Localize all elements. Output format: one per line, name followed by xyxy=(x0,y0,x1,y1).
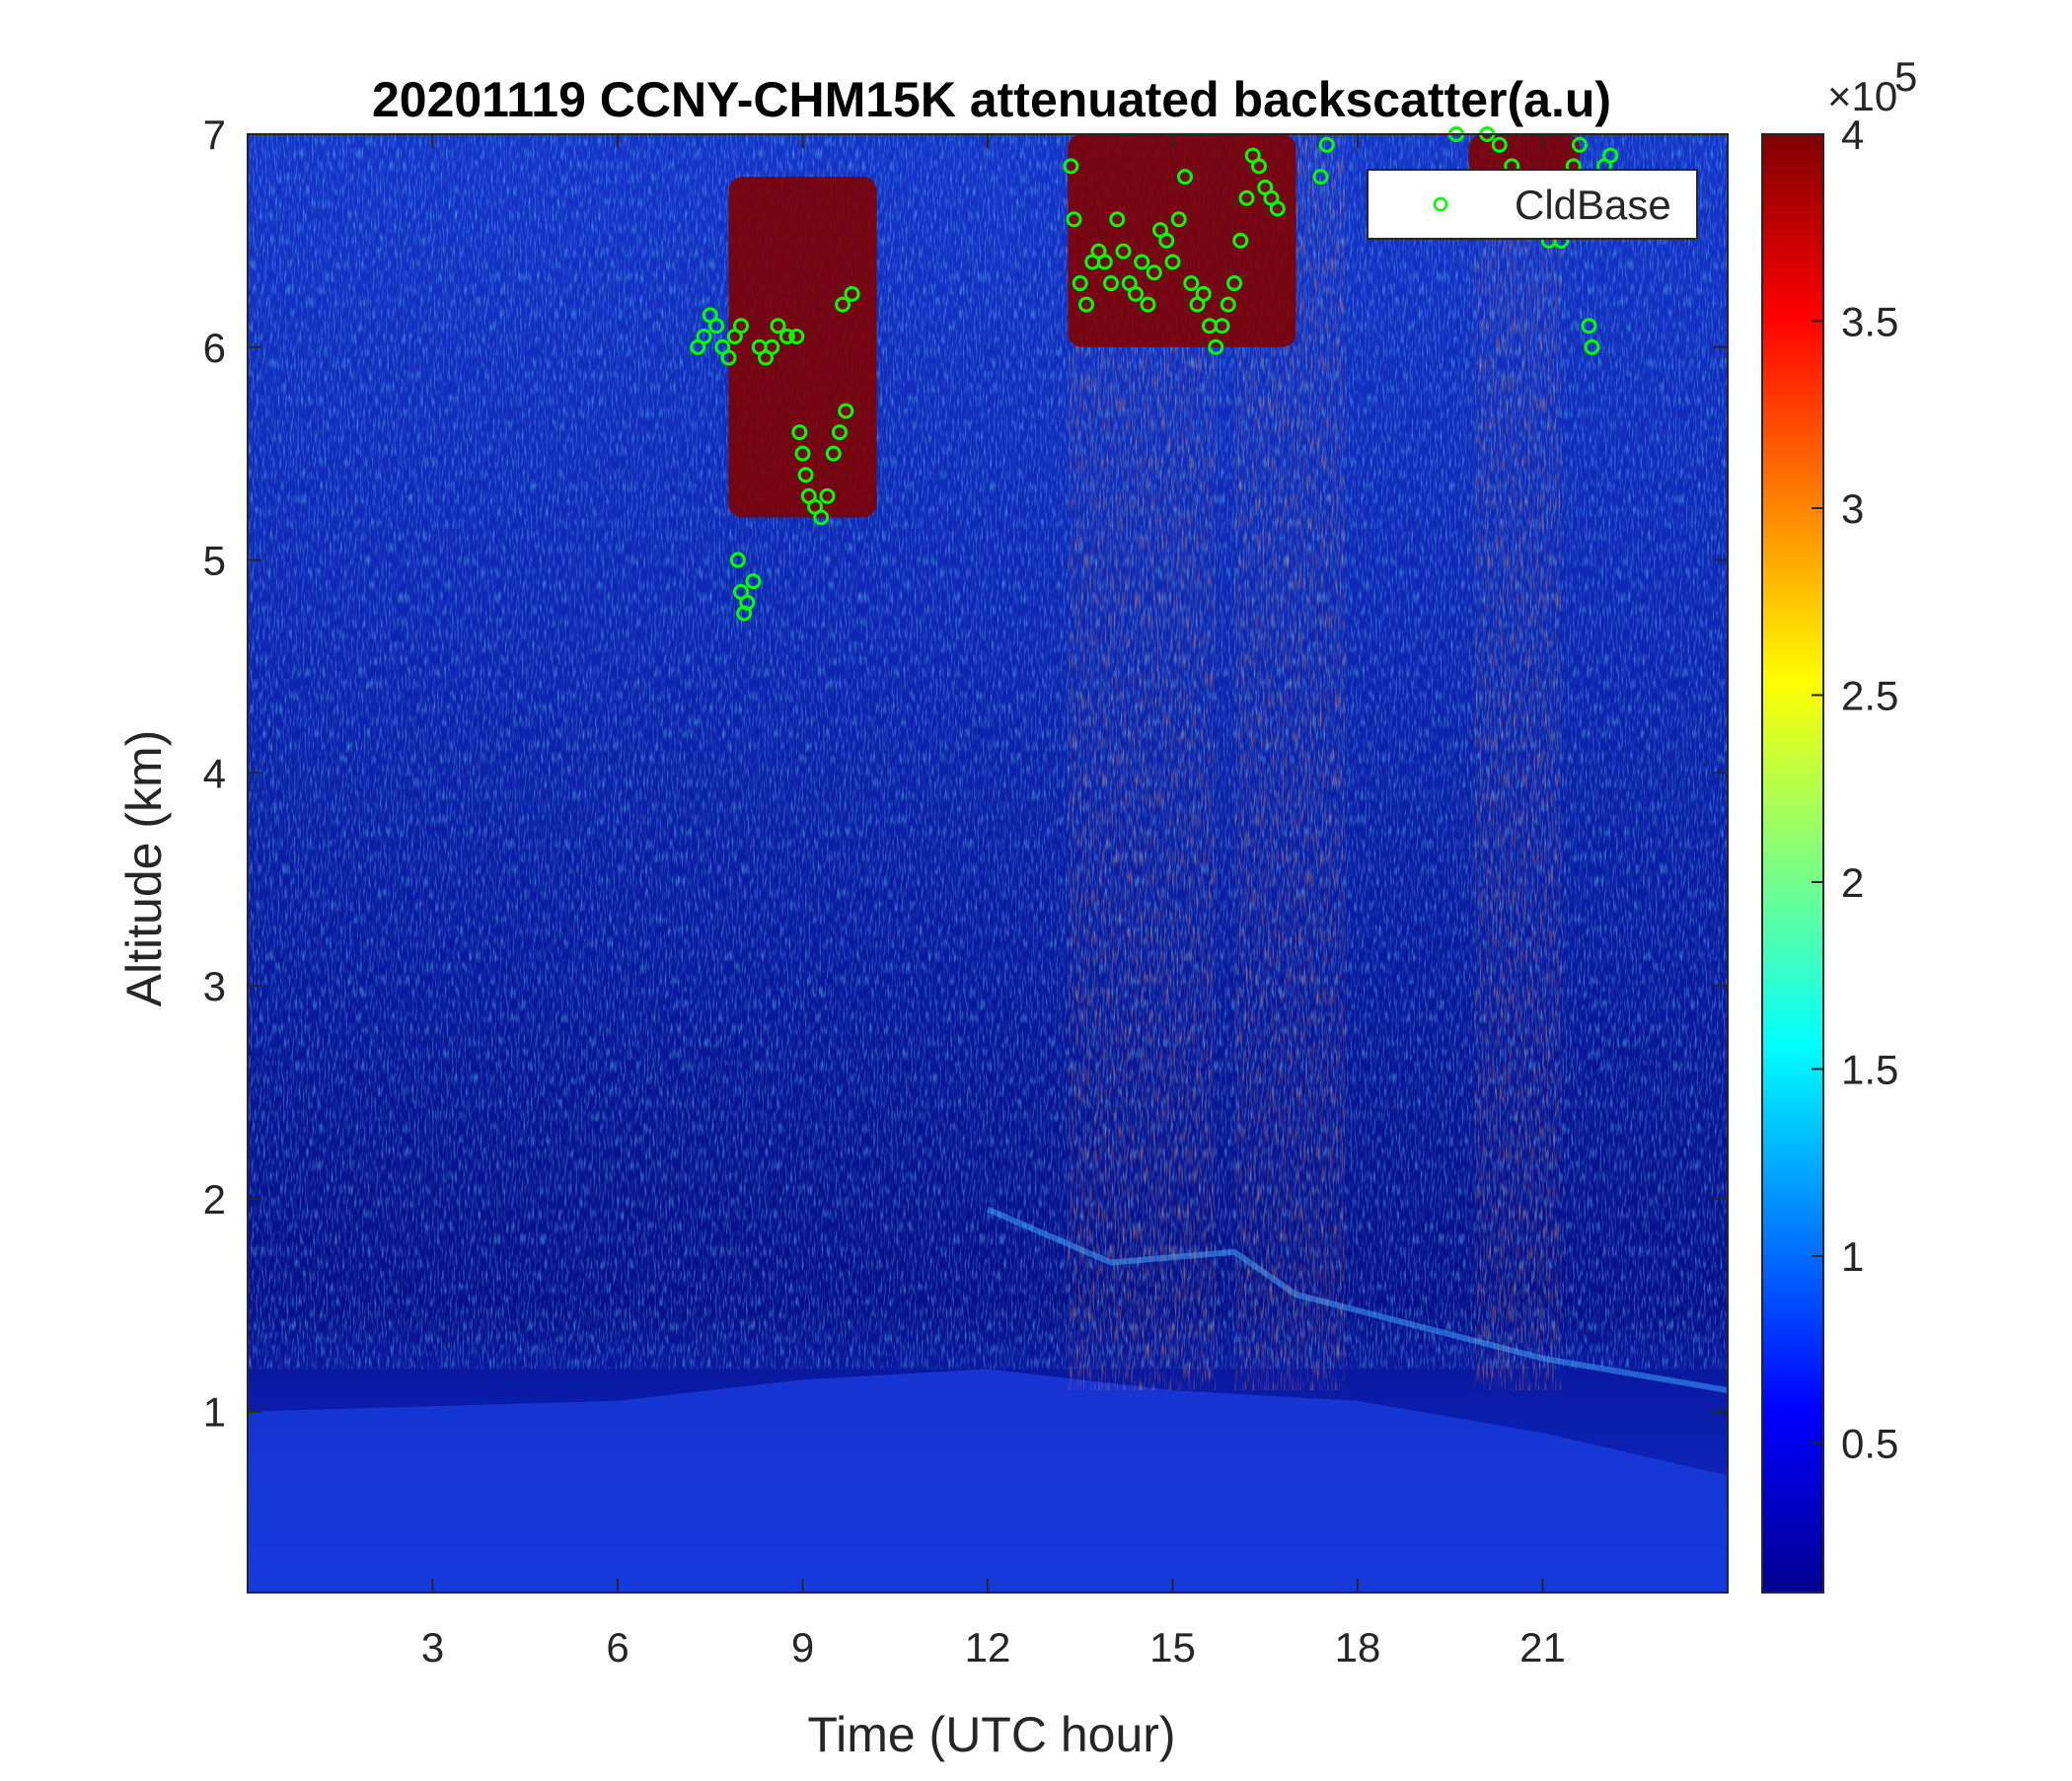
cldbase-point xyxy=(1269,200,1286,217)
cldbase-point xyxy=(1146,264,1162,281)
cldbase-point xyxy=(788,328,805,344)
colorbar-tick-label: 0.5 xyxy=(1841,1420,1898,1466)
cldbase-point xyxy=(819,487,836,504)
legend-label: CldBase xyxy=(1515,182,1671,228)
cldbase-point xyxy=(1238,189,1255,206)
boundary-layer-region xyxy=(248,1369,1728,1593)
x-tick-label: 9 xyxy=(791,1624,814,1670)
colorbar-exponent-power: 5 xyxy=(1894,53,1917,100)
y-tick-label: 7 xyxy=(203,111,226,158)
cldbase-point xyxy=(1581,318,1597,334)
cldbase-point xyxy=(1177,169,1193,186)
legend: CldBase xyxy=(1367,169,1698,240)
y-tick-label: 3 xyxy=(203,963,226,1009)
cldbase-series xyxy=(690,126,1619,622)
colorbar-gradient xyxy=(1762,134,1823,1593)
x-tick-label: 15 xyxy=(1149,1624,1196,1670)
colorbar: 0.5 1 1.5 2 2.5 3 3.5 4×105 xyxy=(1761,53,1917,1594)
colorbar-exponent: ×10 xyxy=(1827,73,1897,119)
chart-title: 20201119 CCNY-CHM15K attenuated backscat… xyxy=(372,72,1611,127)
x-tick-label: 3 xyxy=(421,1624,444,1670)
cldbase-point xyxy=(696,328,712,344)
cldbase-point xyxy=(1134,254,1150,270)
cldbase-point xyxy=(1220,296,1236,313)
colorbar-frame xyxy=(1761,133,1824,1594)
cldbase-point xyxy=(1584,338,1600,355)
cldbase-point xyxy=(1063,158,1079,175)
cldbase-point xyxy=(1158,232,1175,249)
cldbase-point xyxy=(797,467,814,483)
colorbar-tick-label: 4 xyxy=(1841,111,1864,158)
cldbase-point xyxy=(1109,211,1126,228)
colorbar-tick-label: 2 xyxy=(1841,859,1864,906)
cldbase-point xyxy=(770,318,786,334)
cldbase-point xyxy=(1195,285,1212,302)
cldbase-point xyxy=(1078,296,1094,313)
y-tick-label: 6 xyxy=(203,325,226,371)
virga-streak xyxy=(1474,134,1562,1391)
x-tick-label: 12 xyxy=(965,1624,1011,1670)
cldbase-point xyxy=(1128,285,1144,302)
heatmap-area xyxy=(248,134,1728,1593)
cldbase-point xyxy=(1232,232,1249,249)
y-tick-label: 4 xyxy=(203,750,226,796)
cldbase-point xyxy=(739,594,756,611)
cldbase-point xyxy=(1096,254,1113,270)
cldbase-point xyxy=(794,445,811,462)
x-tick-label: 21 xyxy=(1519,1624,1566,1670)
y-tick-label: 5 xyxy=(203,538,226,584)
cldbase-point xyxy=(1208,338,1224,355)
cldbase-point xyxy=(1214,318,1230,334)
x-tick-label: 6 xyxy=(606,1624,629,1670)
y-axis-label: Altitude (km) xyxy=(116,730,172,1007)
x-axis-label: Time (UTC hour) xyxy=(807,1707,1175,1762)
colorbar-tick-label: 3 xyxy=(1841,485,1864,532)
x-tick-label: 18 xyxy=(1335,1624,1381,1670)
cldbase-point xyxy=(825,445,842,462)
cldbase-point xyxy=(838,403,854,419)
cldbase-point xyxy=(791,424,808,441)
cldbase-point xyxy=(844,285,860,302)
cldbase-point xyxy=(1164,254,1181,270)
cldbase-point xyxy=(1140,296,1156,313)
cldbase-point xyxy=(1170,211,1187,228)
y-tick-label: 2 xyxy=(203,1176,226,1223)
saturated-cloud-region xyxy=(1068,134,1296,347)
legend-frame xyxy=(1367,169,1698,240)
cldbase-point xyxy=(1318,136,1335,153)
cldbase-point xyxy=(733,318,749,334)
colorbar-tick-label: 1.5 xyxy=(1841,1046,1898,1092)
legend-marker-icon xyxy=(1433,196,1448,212)
cldbase-point xyxy=(708,318,724,334)
cldbase-point xyxy=(1491,136,1508,153)
cldbase-point xyxy=(1251,158,1267,175)
cldbase-point xyxy=(1602,147,1619,164)
cldbase-point xyxy=(1183,275,1200,292)
cldbase-point xyxy=(764,338,780,355)
cldbase-point xyxy=(720,349,737,366)
cldbase-point xyxy=(1066,211,1082,228)
cldbase-point xyxy=(745,573,762,590)
cldbase-point xyxy=(1312,169,1329,186)
y-tick-label: 1 xyxy=(203,1389,226,1436)
cldbase-point xyxy=(813,509,830,526)
heatmap-clip-group xyxy=(248,134,1728,1593)
cldbase-point xyxy=(1115,243,1132,260)
colorbar-tick-label: 3.5 xyxy=(1841,298,1898,344)
colorbar-tick-label: 1 xyxy=(1841,1233,1864,1280)
cldbase-point xyxy=(832,424,848,441)
saturated-cloud-region xyxy=(728,177,877,518)
saturated-cloud-region xyxy=(1468,134,1580,178)
cldbase-point xyxy=(1072,275,1088,292)
cldbase-point xyxy=(778,328,795,344)
cldbase-point xyxy=(1572,136,1588,153)
cldbase-point xyxy=(835,296,851,313)
cldbase-point xyxy=(729,552,746,568)
colorbar-tick-label: 2.5 xyxy=(1841,672,1898,718)
cldbase-point xyxy=(1226,275,1242,292)
cldbase-point xyxy=(1103,275,1119,292)
